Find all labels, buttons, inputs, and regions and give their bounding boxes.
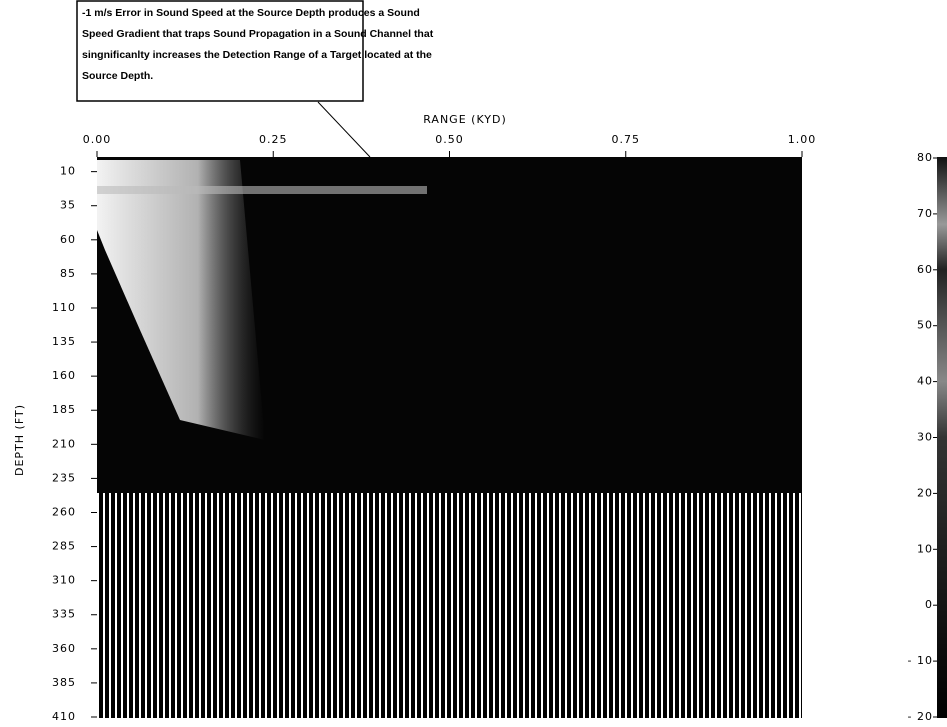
y-tick-label: 210 xyxy=(52,437,76,450)
colorbar-tick-label: 60 xyxy=(917,263,933,276)
colorbar-tick-label: 50 xyxy=(917,319,933,332)
colorbar-tick-label: 70 xyxy=(917,207,933,220)
annotation-text: -1 m/s Error in Sound Speed at the Sourc… xyxy=(82,7,420,19)
y-tick-label: 360 xyxy=(52,642,76,655)
y-tick-label: 385 xyxy=(52,676,76,689)
colorbar xyxy=(937,157,947,718)
x-tick-label: 0.00 xyxy=(83,133,112,146)
x-axis-label: RANGE (KYD) xyxy=(423,113,507,126)
colorbar-tick-label: 30 xyxy=(917,431,933,444)
sea-bottom xyxy=(97,493,802,718)
colorbar-tick-label: 10 xyxy=(917,542,933,555)
x-tick-label: 0.25 xyxy=(259,133,288,146)
y-tick-label: 135 xyxy=(52,335,76,348)
leader-line xyxy=(317,101,371,158)
annotation-text: singnificanlty increases the Detection R… xyxy=(82,49,432,61)
y-tick-label: 10 xyxy=(60,165,76,178)
y-tick-label: 110 xyxy=(52,301,76,314)
x-tick-label: 0.50 xyxy=(435,133,464,146)
y-tick-label: 285 xyxy=(52,540,76,553)
channel xyxy=(97,186,427,194)
colorbar-tick-label: 20 xyxy=(917,486,933,499)
y-tick-label: 410 xyxy=(52,710,76,723)
colorbar-tick-label: 40 xyxy=(917,375,933,388)
y-tick-label: 35 xyxy=(60,199,76,212)
annotation-text: Source Depth. xyxy=(82,70,153,82)
y-tick-label: 260 xyxy=(52,505,76,518)
y-axis-label: DEPTH (FT) xyxy=(13,404,26,476)
field xyxy=(97,157,802,718)
y-tick-label: 160 xyxy=(52,369,76,382)
annotation xyxy=(76,0,371,158)
annotation-text: Speed Gradient that traps Sound Propagat… xyxy=(82,28,434,40)
x-tick-label: 1.00 xyxy=(788,133,817,146)
colorbar-tick-label: 0 xyxy=(925,598,933,611)
y-tick-label: 185 xyxy=(52,403,76,416)
colorbar-tick-label: - 10 xyxy=(908,654,933,667)
y-tick-label: 85 xyxy=(60,267,76,280)
y-tick-label: 335 xyxy=(52,608,76,621)
y-tick-label: 235 xyxy=(52,471,76,484)
plume xyxy=(97,160,265,440)
annotation-box xyxy=(76,0,364,102)
y-tick-label: 60 xyxy=(60,233,76,246)
colorbar-tick-label: 80 xyxy=(917,151,933,164)
x-tick-label: 0.75 xyxy=(612,133,641,146)
colorbar-tick-label: - 20 xyxy=(908,710,933,723)
y-tick-label: 310 xyxy=(52,574,76,587)
